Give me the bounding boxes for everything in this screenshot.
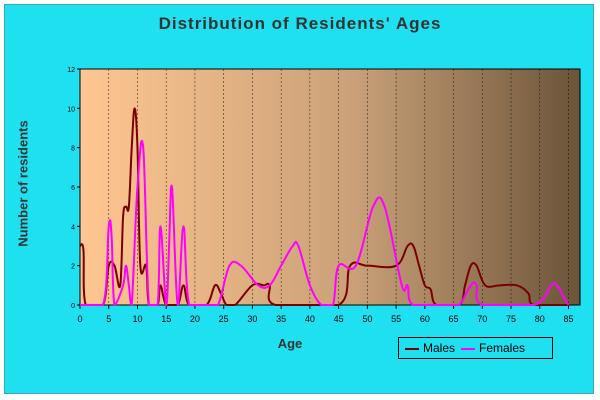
- y-tick-label: 6: [71, 185, 75, 192]
- legend: Males Females: [398, 337, 553, 359]
- x-tick-label: 65: [449, 314, 459, 324]
- x-axis-label: Age: [277, 336, 303, 351]
- x-tick-label: 70: [477, 314, 487, 324]
- legend-label-females: Females: [479, 341, 526, 355]
- x-tick-label: 20: [190, 314, 200, 324]
- x-tick-label: 55: [391, 314, 401, 324]
- y-axis-label: Number of residents: [15, 120, 31, 247]
- x-tick-label: 75: [506, 314, 516, 324]
- y-tick-label: 10: [67, 106, 75, 113]
- y-tick-label: 2: [71, 264, 75, 271]
- x-tick-label: 60: [420, 314, 430, 324]
- y-tick-label: 8: [71, 146, 75, 153]
- plot-area: [79, 68, 581, 306]
- x-tick-label: 50: [362, 314, 372, 324]
- x-tick-label: 40: [305, 314, 315, 324]
- x-tick-label: 35: [276, 314, 286, 324]
- x-tick-label: 10: [132, 314, 142, 324]
- y-tick-label: 12: [67, 67, 75, 74]
- y-tick-label: 4: [71, 224, 75, 231]
- x-tick-label: 45: [334, 314, 344, 324]
- x-tick-label: 80: [535, 314, 545, 324]
- legend-swatch-males: [405, 348, 419, 350]
- x-tick-label: 5: [106, 314, 111, 324]
- chart-title: Distribution of Residents' Ages: [158, 14, 442, 33]
- legend-label-males: Males: [423, 341, 456, 355]
- legend-swatch-females: [461, 348, 475, 350]
- series-line-males: [79, 107, 569, 306]
- x-tick-label: 0: [77, 314, 82, 324]
- y-tick-label: 0: [71, 303, 75, 310]
- x-tick-label: 30: [247, 314, 257, 324]
- x-tick-label: 25: [219, 314, 229, 324]
- x-tick-label: 85: [563, 314, 573, 324]
- series-line-females: [80, 139, 570, 306]
- x-tick-label: 15: [161, 314, 171, 324]
